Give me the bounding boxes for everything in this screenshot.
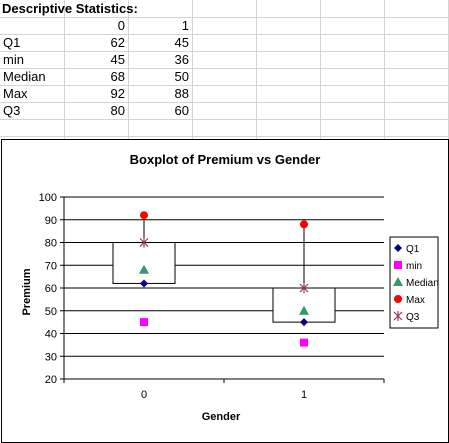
data-point-min [300,338,308,347]
header-cell-1[interactable]: 1 [181,18,189,33]
chart-legend: Q1 min Median Max Q3 [389,236,439,329]
data-point-min [140,318,148,327]
y-tick-label: 20 [45,374,57,386]
row-label-max[interactable]: Max [3,86,28,101]
cell-q3-1[interactable]: 60 [174,103,189,118]
cell-max-1[interactable]: 88 [174,86,189,101]
legend-marker-max [394,295,402,303]
legend-marker-q3 [393,311,403,321]
x-axis-label: Gender [202,411,241,423]
y-tick-label: 80 [45,238,57,250]
cell-q1-0[interactable]: 62 [110,35,125,50]
data-point-q1 [300,318,308,327]
cell-min-0[interactable]: 45 [110,52,125,67]
data-point-max [140,211,148,220]
row-label-median[interactable]: Median [3,69,46,84]
embedded-chart[interactable]: Boxplot of Premium vs Gender Premium Gen… [1,139,449,443]
y-tick-label: 40 [45,329,57,341]
x-tick-label: 0 [141,389,147,401]
y-tick-label: 100 [39,192,57,204]
row-divider [0,136,449,137]
y-tick-label: 70 [45,260,57,272]
legend-label: Q1 [406,244,420,255]
header-cell-0[interactable]: 0 [117,18,125,33]
chart-title: Boxplot of Premium vs Gender [130,152,321,167]
cell-q1-1[interactable]: 45 [174,35,189,50]
box-rect [272,287,336,323]
data-point-q3 [299,283,309,293]
y-tick-label: 60 [45,283,57,295]
cell-min-1[interactable]: 36 [174,52,189,67]
legend-label: Q3 [406,312,420,323]
data-point-max [300,220,308,229]
legend-label: Max [406,295,425,306]
row-divider [0,85,449,86]
legend-marker-min [394,261,402,269]
y-tick-label: 30 [45,351,57,363]
cell-median-0[interactable]: 68 [110,69,125,84]
x-tick-label: 1 [301,389,307,401]
row-divider [0,34,449,35]
row-divider [0,17,449,18]
y-axis-label: Premium [21,268,33,315]
data-point-median [139,264,149,274]
y-tick-label: 90 [45,215,57,227]
legend-label: Median [406,278,439,289]
legend-label: min [406,261,422,272]
row-divider [0,68,449,69]
row-label-q3[interactable]: Q3 [3,103,21,118]
data-point-q1 [140,279,148,288]
row-divider [0,102,449,103]
cell-max-0[interactable]: 92 [110,86,125,101]
box-rect [112,242,176,284]
sheet-title-cell[interactable]: Descriptive Statistics: [2,1,138,16]
boxplot-chart-svg: Boxplot of Premium vs Gender Premium Gen… [21,152,439,423]
row-divider [0,119,449,120]
data-point-q3 [139,237,149,248]
data-point-median [299,305,309,315]
legend-marker-q1 [394,244,402,252]
row-divider [0,51,449,52]
y-tick-label: 50 [45,306,57,318]
row-label-q1[interactable]: Q1 [3,35,21,50]
cell-q3-0[interactable]: 80 [110,103,125,118]
cell-median-1[interactable]: 50 [174,69,189,84]
row-label-min[interactable]: min [3,52,24,67]
legend-marker-median [393,277,403,286]
